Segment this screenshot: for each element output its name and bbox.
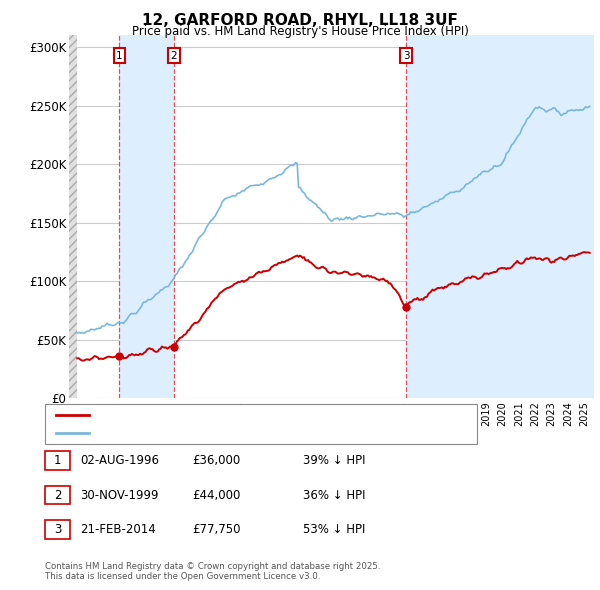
- Text: 3: 3: [403, 51, 410, 61]
- Text: 1: 1: [54, 454, 61, 467]
- Text: 2: 2: [54, 489, 61, 502]
- Bar: [119, 35, 174, 398]
- Text: 36% ↓ HPI: 36% ↓ HPI: [303, 489, 365, 502]
- Text: HPI: Average price, detached house, Denbighshire: HPI: Average price, detached house, Denb…: [95, 428, 370, 438]
- Text: 21-FEB-2014: 21-FEB-2014: [80, 523, 155, 536]
- Text: Contains HM Land Registry data © Crown copyright and database right 2025.
This d: Contains HM Land Registry data © Crown c…: [45, 562, 380, 581]
- Bar: [69, 35, 77, 398]
- Text: 53% ↓ HPI: 53% ↓ HPI: [303, 523, 365, 536]
- Text: 02-AUG-1996: 02-AUG-1996: [80, 454, 159, 467]
- Text: 12, GARFORD ROAD, RHYL, LL18 3UF (detached house): 12, GARFORD ROAD, RHYL, LL18 3UF (detach…: [95, 411, 398, 421]
- Text: 2: 2: [170, 51, 177, 61]
- Text: 1: 1: [116, 51, 123, 61]
- Text: 12, GARFORD ROAD, RHYL, LL18 3UF: 12, GARFORD ROAD, RHYL, LL18 3UF: [142, 13, 458, 28]
- Text: £36,000: £36,000: [192, 454, 240, 467]
- Text: 39% ↓ HPI: 39% ↓ HPI: [303, 454, 365, 467]
- Text: Price paid vs. HM Land Registry's House Price Index (HPI): Price paid vs. HM Land Registry's House …: [131, 25, 469, 38]
- Text: 3: 3: [54, 523, 61, 536]
- Text: £44,000: £44,000: [192, 489, 241, 502]
- Bar: [406, 35, 594, 398]
- Text: £77,750: £77,750: [192, 523, 241, 536]
- Text: 30-NOV-1999: 30-NOV-1999: [80, 489, 158, 502]
